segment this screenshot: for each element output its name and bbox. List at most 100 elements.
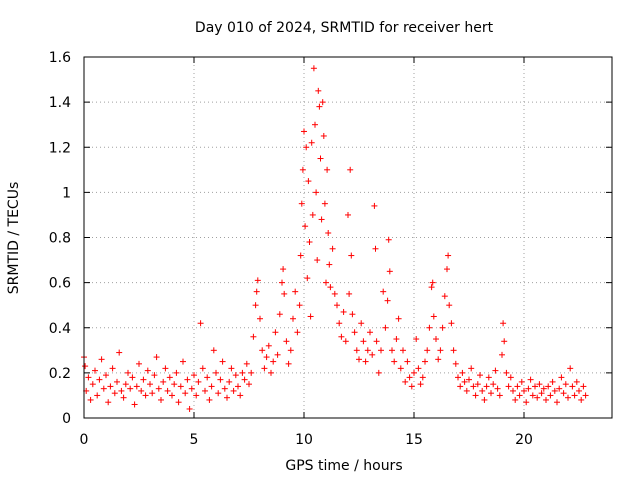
data-point bbox=[319, 99, 326, 106]
data-point bbox=[149, 390, 156, 397]
data-point bbox=[254, 277, 261, 284]
data-point bbox=[338, 333, 345, 340]
data-point bbox=[356, 356, 362, 363]
data-point bbox=[385, 236, 392, 243]
x-tick-label: 5 bbox=[190, 432, 199, 448]
data-point bbox=[329, 245, 336, 252]
data-point bbox=[131, 401, 138, 408]
data-point bbox=[292, 288, 299, 295]
data-point bbox=[325, 229, 332, 236]
data-point bbox=[184, 376, 191, 383]
data-point bbox=[481, 396, 488, 403]
data-point bbox=[369, 351, 376, 358]
data-point bbox=[455, 374, 461, 381]
data-point bbox=[326, 261, 333, 268]
data-point bbox=[466, 376, 472, 383]
data-point bbox=[96, 376, 103, 383]
data-point bbox=[534, 394, 541, 401]
y-tick-label: 0 bbox=[62, 411, 71, 427]
data-point bbox=[347, 166, 354, 173]
data-point bbox=[155, 385, 162, 392]
data-point bbox=[296, 302, 303, 309]
data-point bbox=[551, 387, 558, 394]
data-point bbox=[573, 378, 580, 385]
data-point bbox=[349, 311, 356, 318]
y-axis-label: SRMTID / TECUs bbox=[6, 182, 22, 295]
data-point bbox=[287, 347, 294, 354]
data-point bbox=[470, 383, 477, 390]
data-point bbox=[558, 374, 565, 381]
data-point bbox=[358, 320, 365, 327]
data-point bbox=[310, 65, 317, 72]
y-tick-label: 1 bbox=[62, 185, 71, 201]
data-point bbox=[529, 392, 536, 399]
data-point bbox=[272, 329, 279, 336]
data-point bbox=[562, 381, 569, 388]
data-point bbox=[435, 356, 442, 363]
data-point bbox=[224, 394, 230, 401]
data-point bbox=[186, 405, 193, 412]
data-point bbox=[162, 365, 169, 372]
data-point bbox=[448, 320, 455, 327]
data-point bbox=[210, 347, 217, 354]
data-point bbox=[259, 347, 266, 354]
data-point bbox=[177, 383, 184, 390]
data-point bbox=[250, 333, 257, 340]
data-point bbox=[120, 394, 127, 401]
data-point bbox=[241, 376, 248, 383]
data-point bbox=[367, 329, 373, 336]
data-point bbox=[301, 128, 307, 135]
data-point bbox=[321, 200, 328, 207]
data-point bbox=[290, 315, 296, 322]
y-tick-labels: 0 0.2 0.4 0.6 0.8 1 1.2 1.4 1.6 bbox=[49, 50, 71, 427]
data-point bbox=[308, 139, 315, 146]
data-point bbox=[380, 288, 387, 295]
x-tick-label: 0 bbox=[80, 432, 89, 448]
data-point bbox=[294, 329, 301, 336]
data-point bbox=[127, 385, 134, 392]
data-point bbox=[334, 302, 340, 309]
data-point bbox=[151, 372, 158, 379]
data-point bbox=[111, 390, 118, 397]
data-point bbox=[547, 392, 554, 399]
data-point bbox=[281, 290, 288, 297]
data-point bbox=[144, 367, 151, 374]
data-point bbox=[518, 378, 525, 385]
data-point bbox=[298, 200, 305, 207]
data-point bbox=[393, 336, 400, 343]
data-point bbox=[346, 290, 353, 297]
data-points bbox=[81, 65, 589, 412]
data-point bbox=[386, 268, 393, 275]
data-point bbox=[395, 315, 402, 322]
data-point bbox=[153, 354, 160, 361]
data-point bbox=[429, 279, 436, 286]
data-point bbox=[274, 351, 281, 358]
data-point bbox=[268, 369, 274, 376]
data-point bbox=[316, 103, 323, 110]
data-point bbox=[208, 383, 215, 390]
data-point bbox=[318, 216, 325, 223]
data-point bbox=[304, 275, 311, 282]
data-point bbox=[536, 381, 543, 388]
data-point bbox=[485, 374, 492, 381]
data-point bbox=[373, 338, 380, 345]
data-point bbox=[433, 336, 439, 343]
data-point bbox=[549, 378, 556, 385]
data-point bbox=[82, 363, 89, 370]
data-point bbox=[345, 211, 351, 218]
data-point bbox=[507, 374, 514, 381]
data-point bbox=[118, 387, 125, 394]
data-point bbox=[305, 178, 312, 185]
data-point bbox=[565, 394, 571, 401]
data-point bbox=[313, 189, 320, 196]
data-point bbox=[228, 365, 235, 372]
data-point bbox=[411, 369, 417, 376]
data-point bbox=[175, 399, 182, 406]
data-point bbox=[340, 308, 347, 315]
data-point bbox=[342, 338, 349, 345]
x-tick-label: 15 bbox=[405, 432, 423, 448]
data-point bbox=[446, 302, 453, 309]
data-point bbox=[479, 387, 486, 394]
data-point bbox=[180, 358, 186, 365]
y-tick-label: 1.4 bbox=[49, 95, 71, 111]
